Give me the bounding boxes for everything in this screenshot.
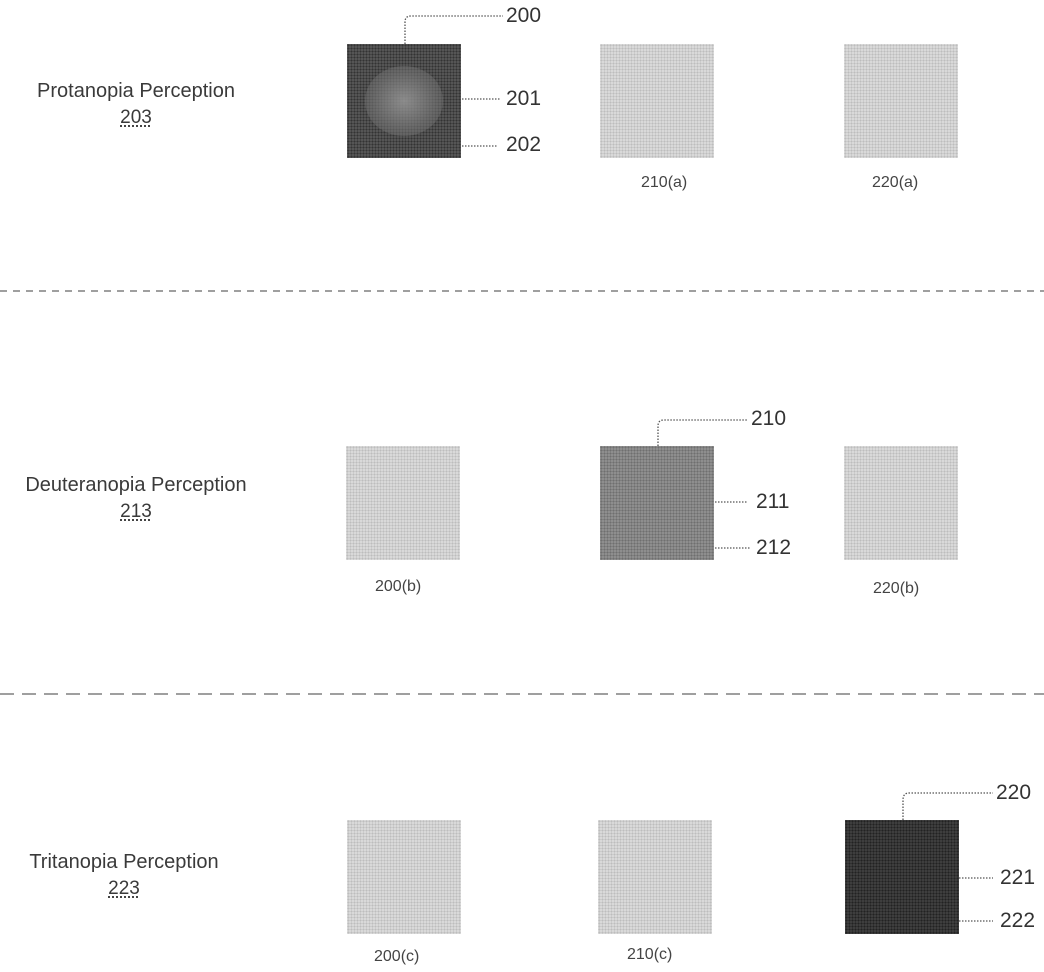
square-200c <box>347 820 461 934</box>
leader-200 <box>404 15 503 44</box>
inner-region-201 <box>365 66 443 136</box>
label-201: 201 <box>506 87 542 110</box>
protanopia-title: Protanopia Perception <box>37 80 235 102</box>
label-211: 211 <box>756 490 790 513</box>
protanopia-ref: 203 <box>120 107 152 128</box>
label-210: 210 <box>751 407 787 430</box>
row-title-tritanopia: Tritanopia Perception 223 <box>6 851 242 900</box>
caption-210a: 210(a) <box>641 174 688 191</box>
label-202: 202 <box>506 133 542 156</box>
caption-220b: 220(b) <box>873 580 920 597</box>
label-212: 212 <box>756 536 792 559</box>
label-200: 200 <box>506 4 542 27</box>
deuteranopia-ref: 213 <box>120 501 152 522</box>
label-221: 221 <box>1000 866 1036 889</box>
square-210a <box>600 44 714 158</box>
square-210-highlight <box>600 446 714 560</box>
square-220-highlight <box>845 820 959 934</box>
square-220a <box>844 44 958 158</box>
caption-210c: 210(c) <box>627 946 673 963</box>
deuteranopia-title: Deuteranopia Perception <box>25 474 247 496</box>
tritanopia-ref: 223 <box>108 878 140 899</box>
caption-220a: 220(a) <box>872 174 919 191</box>
square-220b <box>844 446 958 560</box>
square-200-highlight <box>347 44 461 158</box>
tritanopia-title: Tritanopia Perception <box>29 851 219 873</box>
caption-200b: 200(b) <box>375 578 422 595</box>
leader-220 <box>902 792 993 820</box>
row-title-protanopia: Protanopia Perception 203 <box>12 80 260 129</box>
square-210c <box>598 820 712 934</box>
row-title-deuteranopia: Deuteranopia Perception 213 <box>0 474 286 523</box>
square-200b <box>346 446 460 560</box>
label-220: 220 <box>996 781 1032 804</box>
label-222: 222 <box>1000 909 1036 932</box>
caption-200c: 200(c) <box>374 948 420 965</box>
leader-210 <box>657 419 748 446</box>
